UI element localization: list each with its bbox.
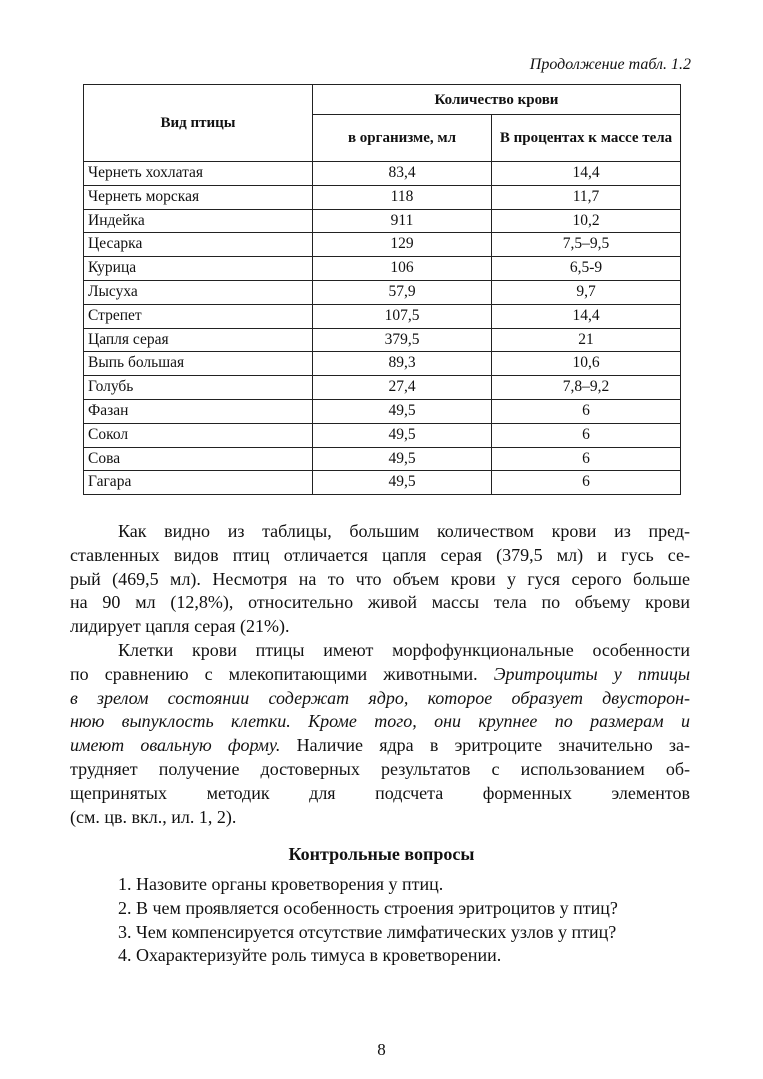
cell-percent: 14,4: [491, 303, 681, 329]
cell-percent: 6: [491, 422, 681, 448]
question-item: 3. Чем компенсируется отсутствие лимфати…: [118, 921, 617, 942]
question-item: 4. Охарактеризуйте роль тимуса в кроветв…: [118, 945, 502, 966]
cell-species: Сокол: [83, 422, 313, 448]
cell-volume: 57,9: [312, 279, 492, 305]
cell-species: Индейка: [83, 208, 313, 234]
cell-volume: 49,5: [312, 398, 492, 424]
cell-percent: 6,5-9: [491, 256, 681, 281]
cell-species: Чернеть морская: [83, 184, 313, 210]
cell-species: Цапля серая: [83, 327, 313, 353]
cell-volume: 911: [312, 208, 492, 234]
table-row: Цесарка 129 7,5–9,5: [83, 232, 681, 258]
cell-volume: 118: [312, 184, 492, 210]
cell-volume: 89,3: [312, 351, 492, 377]
cell-volume: 106: [312, 256, 492, 281]
table-row: Гагара 49,5 6: [83, 470, 681, 496]
text-line: в зрелом состоянии содержат ядро, которо…: [70, 687, 690, 711]
cell-species: Курица: [83, 256, 313, 281]
table-row: Выпь большая 89,3 10,6: [83, 351, 681, 377]
text-line: на 90 мл (12,8%), относительно живой мас…: [70, 592, 690, 613]
header-volume: в организме, мл: [312, 114, 492, 162]
cell-volume: 83,4: [312, 161, 492, 186]
page-number: 8: [377, 1040, 386, 1059]
cell-volume: 27,4: [312, 375, 492, 400]
italic-fragment: имеют овальную форму.: [70, 735, 281, 756]
cell-volume: 129: [312, 232, 492, 258]
cell-species: Фазан: [83, 398, 313, 424]
header-blood-quantity: Количество крови: [312, 84, 681, 115]
cell-species: Гагара: [83, 470, 313, 496]
cell-percent: 21: [491, 327, 681, 353]
cell-species: Цесарка: [83, 232, 313, 258]
cell-percent: 11,7: [491, 184, 681, 210]
cell-percent: 6: [491, 470, 681, 496]
table-row: Цапля серая 379,5 21: [83, 327, 681, 353]
text-line: нюю выпуклость клетки. Кроме того, они к…: [70, 710, 690, 734]
cell-percent: 7,5–9,5: [491, 232, 681, 258]
table-row: Курица 106 6,5-9: [83, 256, 681, 281]
table-row: Чернеть морская 118 11,7: [83, 184, 681, 210]
section-heading: Контрольные вопросы: [288, 844, 475, 864]
cell-species: Лысуха: [83, 279, 313, 305]
cell-species: Чернеть хохлатая: [83, 161, 313, 186]
table-row: Лысуха 57,9 9,7: [83, 279, 681, 305]
cell-percent: 14,4: [491, 161, 681, 186]
table-caption: Продолжение табл. 1.2: [529, 56, 691, 73]
text-line: трудняет получение достоверных результат…: [70, 758, 690, 779]
table-row: Фазан 49,5 6: [83, 398, 681, 424]
table-row: Сова 49,5 6: [83, 446, 681, 472]
table-row: Голубь 27,4 7,8–9,2: [83, 375, 681, 400]
table-row: Стрепет 107,5 14,4: [83, 303, 681, 329]
cell-species: Голубь: [83, 375, 313, 400]
header-percent: В процентах к массе тела: [491, 114, 681, 162]
cell-species: Выпь большая: [83, 351, 313, 377]
cell-volume: 379,5: [312, 327, 492, 353]
cell-percent: 6: [491, 398, 681, 424]
text-line: ставленных видов птиц отличается цапля с…: [70, 544, 690, 565]
cell-species: Сова: [83, 446, 313, 472]
cell-percent: 10,2: [491, 208, 681, 234]
cell-volume: 49,5: [312, 422, 492, 448]
questions-list: 1. Назовите органы кроветворения у птиц.…: [118, 873, 618, 968]
text-line: рый (469,5 мл). Несмотря на то что объем…: [70, 568, 690, 589]
text-fragment: по сравнению с млекопитающими животными.: [70, 663, 478, 684]
text-line: щепринятых методик для подсчета форменны…: [70, 782, 690, 803]
paragraph-1: Как видно из таблицы, большим количество…: [70, 520, 690, 639]
text-line: лидирует цапля серая (21%).: [70, 616, 290, 637]
cell-percent: 9,7: [491, 279, 681, 305]
text-line: (см. цв. вкл., ил. 1, 2).: [70, 806, 237, 827]
text-line: Как видно из таблицы, большим количество…: [118, 521, 690, 541]
cell-volume: 49,5: [312, 446, 492, 472]
cell-volume: 49,5: [312, 470, 492, 496]
text-line: имеют овальную форму. Наличие ядра в эри…: [70, 734, 690, 758]
table-row: Индейка 911 10,2: [83, 208, 681, 234]
table-row: Сокол 49,5 6: [83, 422, 681, 448]
cell-percent: 7,8–9,2: [491, 375, 681, 400]
header-species: Вид птицы: [83, 84, 313, 162]
text-line: по сравнению с млекопитающими животными.…: [70, 663, 690, 687]
italic-fragment: в зрелом состоянии содержат ядро, которо…: [70, 687, 690, 708]
cell-species: Стрепет: [83, 303, 313, 329]
italic-fragment: Эритроциты у птицы: [493, 663, 691, 684]
table-subheader-row: в организме, мл В процентах к массе тела: [84, 114, 681, 162]
table-row: Чернеть хохлатая 83,4 14,4: [83, 161, 681, 186]
italic-fragment: нюю выпуклость клетки. Кроме того, они к…: [70, 711, 690, 732]
paragraph-2: Клетки крови птицы имеют морфофункционал…: [70, 639, 690, 829]
cell-volume: 107,5: [312, 303, 492, 329]
text-line: Клетки крови птицы имеют морфофункционал…: [118, 640, 690, 660]
cell-percent: 10,6: [491, 351, 681, 377]
table-header-row: Вид птицы Количество крови: [83, 84, 681, 162]
cell-percent: 6: [491, 446, 681, 472]
question-item: 2. В чем проявляется особенность строени…: [118, 897, 618, 918]
question-item: 1. Назовите органы кроветворения у птиц.: [118, 874, 444, 894]
text-fragment: Наличие ядра в эритроците значительно за…: [296, 735, 691, 756]
blood-volume-table: Вид птицы Количество крови в организме, …: [83, 84, 681, 496]
